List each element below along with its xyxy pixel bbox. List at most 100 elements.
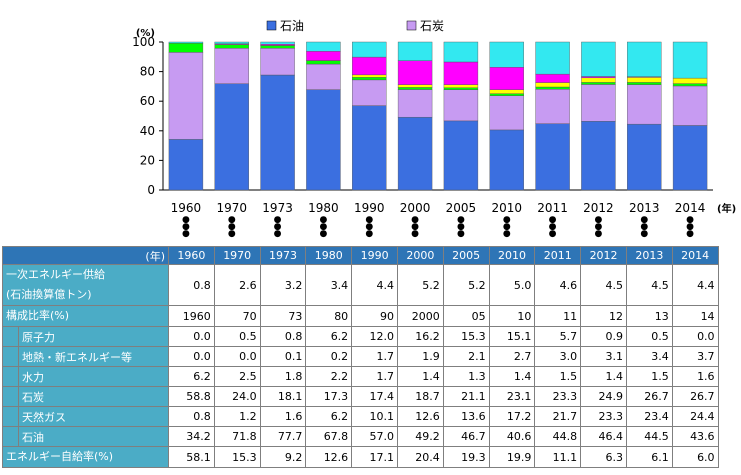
value-cell: 0.8 — [168, 264, 215, 306]
bar-1970-1 — [214, 48, 249, 84]
dots-2010: ● ● ● — [502, 215, 511, 239]
row-label: 原子力 — [18, 326, 169, 347]
bar-top-2011 — [535, 41, 570, 75]
value-cell: 4.6 — [534, 264, 582, 306]
value-cell: 2000 — [396, 305, 444, 327]
indent-gap — [2, 366, 19, 387]
row-label: 一次エネルギー供給 (石油換算億トン) — [2, 264, 169, 306]
bar-2013-0 — [627, 123, 662, 191]
value-cell: 15.3 — [213, 446, 261, 468]
bar-2010-1 — [489, 95, 524, 131]
value-cell: 16.2 — [396, 326, 444, 347]
bar-2010-0 — [489, 129, 524, 191]
row-label: 石油 — [18, 426, 169, 447]
legend-label-0: 石油 — [280, 19, 304, 33]
bar-top-2000 — [397, 41, 433, 61]
year-cell: 2010 — [488, 246, 536, 265]
dots-2012: ● ● ● — [594, 215, 603, 239]
value-cell: 67.8 — [305, 426, 353, 447]
row-label-line1: 構成比率(%) — [6, 309, 70, 322]
x-tick-label-2014: 2014 — [675, 201, 706, 215]
value-cell: 5.2 — [396, 264, 444, 306]
x-tick-label-2012: 2012 — [583, 201, 614, 215]
bar-2014-3 — [672, 77, 708, 84]
value-cell: 24.9 — [580, 386, 627, 407]
bar-2005-3 — [443, 84, 479, 88]
bar-2011-3 — [535, 82, 570, 88]
year-cell: 1960 — [168, 246, 215, 265]
value-cell: 0.0 — [168, 326, 215, 347]
value-cell: 44.8 — [534, 426, 582, 447]
bar-2011-4 — [535, 73, 570, 83]
value-cell: 1.3 — [442, 366, 490, 387]
bar-2000-3 — [397, 84, 433, 88]
value-cell: 2.7 — [488, 346, 536, 367]
bar-1973-2 — [260, 45, 295, 49]
bar-2000-4 — [397, 60, 433, 85]
value-cell: 1.4 — [396, 366, 444, 387]
year-cell: 1970 — [213, 246, 261, 265]
value-cell: 12 — [580, 305, 627, 327]
value-cell: 11 — [534, 305, 582, 327]
dots-1980: ● ● ● — [319, 215, 328, 239]
bar-2013-2 — [627, 82, 662, 85]
year-cell: 1980 — [305, 246, 353, 265]
year-cell: 2014 — [671, 246, 719, 265]
value-cell: 14 — [671, 305, 719, 327]
value-cell: 6.3 — [580, 446, 627, 468]
dots-2000: ● ● ● — [411, 215, 419, 239]
legend-swatch-0 — [266, 20, 277, 31]
value-cell: 6.2 — [168, 366, 215, 387]
table-header-row: (年) 1960 1970 1973 1980 1990 2000 2005 2010 2011 2… — [2, 246, 719, 265]
x-tick-label-2005: 2005 — [446, 201, 477, 215]
value-cell: 1.6 — [671, 366, 719, 387]
row-label: 地熱・新エネルギー等 — [18, 346, 169, 367]
value-cell: 46.4 — [580, 426, 627, 447]
year-header-cell: (年) — [2, 246, 169, 265]
value-cell: 24.0 — [213, 386, 261, 407]
value-cell: 23.4 — [625, 406, 673, 427]
value-cell: 2.2 — [305, 366, 353, 387]
dots-1973: ● ● ● — [273, 215, 282, 239]
bar-2012-0 — [581, 121, 616, 191]
value-cell: 0.2 — [305, 346, 353, 367]
bar-2014-2 — [672, 83, 708, 87]
value-cell: 6.2 — [305, 406, 353, 427]
bar-top-1960 — [168, 41, 204, 44]
bar-top-1970 — [214, 41, 249, 44]
value-cell: 23.3 — [534, 386, 582, 407]
bar-1990-4 — [352, 56, 387, 76]
indent-gap — [2, 326, 19, 347]
bar-1980-1 — [306, 63, 341, 90]
value-cell: 6.2 — [305, 326, 353, 347]
legend-label-1: 石炭 — [420, 19, 444, 33]
indent-gap — [2, 386, 19, 407]
y-tick-label: 0 — [147, 183, 155, 197]
value-cell: 5.7 — [534, 326, 582, 347]
y-tick-label: 100 — [132, 35, 155, 49]
x-axis-unit: (年) — [717, 202, 736, 215]
x-tick-label-1990: 1990 — [354, 201, 385, 215]
year-cell: 2000 — [396, 246, 444, 265]
value-cell: 3.0 — [534, 346, 582, 367]
bar-top-2012 — [581, 41, 616, 77]
value-cell: 10 — [488, 305, 536, 327]
bar-top-1990 — [352, 41, 387, 58]
value-cell: 05 — [442, 305, 490, 327]
value-cell: 1960 — [168, 305, 215, 327]
value-cell: 26.7 — [625, 386, 673, 407]
x-tick-label-1960: 1960 — [171, 201, 202, 215]
bar-2010-3 — [489, 89, 524, 94]
year-cell: 1990 — [351, 246, 398, 265]
value-cell: 57.0 — [351, 426, 398, 447]
value-cell: 12.6 — [305, 446, 353, 468]
bar-2005-4 — [443, 61, 479, 85]
value-cell: 4.5 — [580, 264, 627, 306]
indent-gap — [2, 346, 19, 367]
value-cell: 77.7 — [259, 426, 307, 447]
bar-1973-0 — [260, 74, 295, 191]
value-cell: 1.9 — [396, 346, 444, 367]
value-cell: 71.8 — [213, 426, 261, 447]
value-cell: 40.6 — [488, 426, 536, 447]
year-cell: 2005 — [442, 246, 490, 265]
